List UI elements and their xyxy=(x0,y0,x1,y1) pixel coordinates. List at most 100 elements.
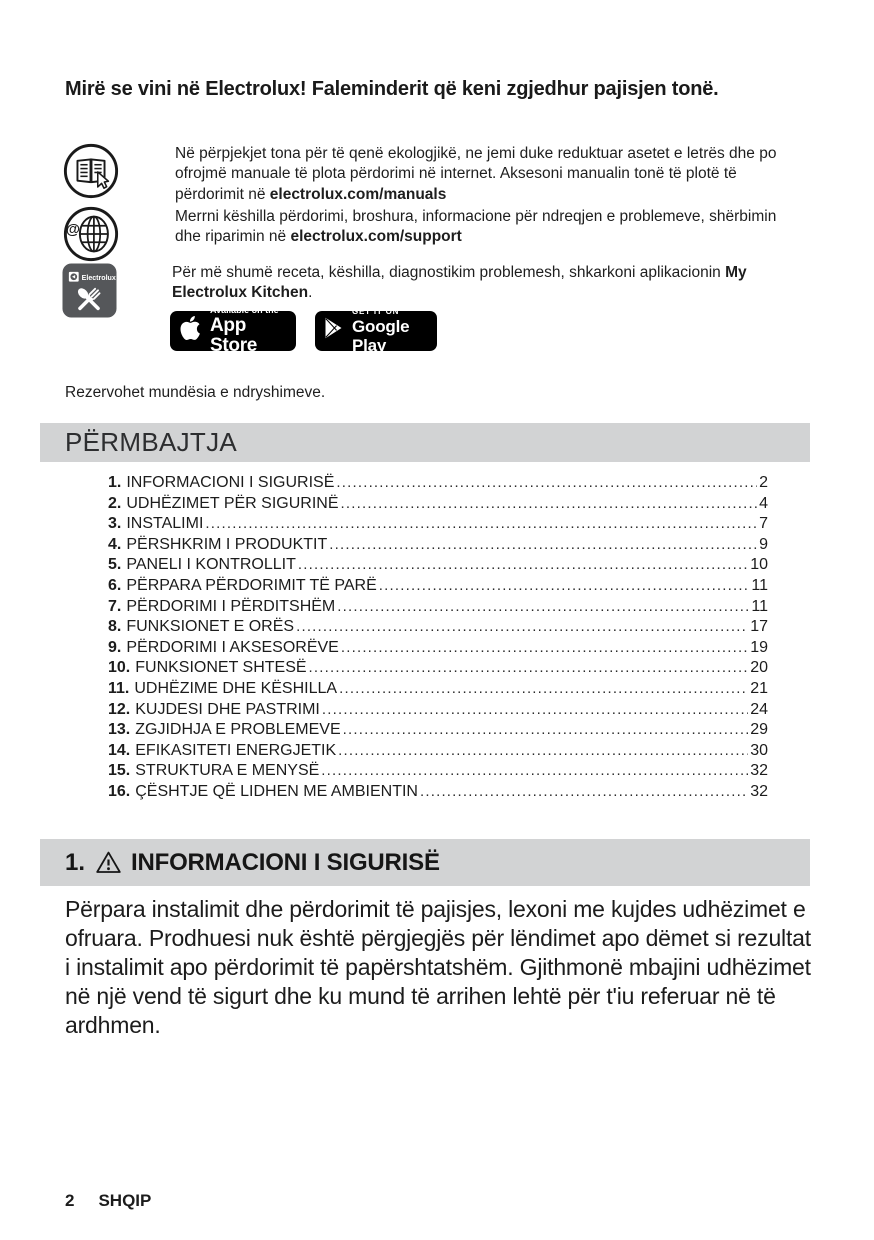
google-play-badge[interactable]: GET IT ON Google Play xyxy=(315,307,437,355)
manuals-text: Në përpjekjet tona për të qenë ekologjik… xyxy=(175,145,777,203)
changes-reserved-note: Rezervohet mundësia e ndryshimeve. xyxy=(65,384,326,401)
support-paragraph: Merrni këshilla përdorimi, broshura, inf… xyxy=(175,205,805,248)
section-1-body: Përpara instalimit dhe përdorimit të paj… xyxy=(65,896,811,1038)
toc-entry-number: 9. xyxy=(108,638,122,656)
toc-entry[interactable]: 13. ZGJIDHJA E PROBLEMEVE 29 xyxy=(108,720,768,741)
toc-entry[interactable]: 6. PËRPARA PËRDORIMIT TË PARË 11 xyxy=(108,576,768,597)
toc-entry-label: PËRSHKRIM I PRODUKTIT xyxy=(126,535,328,553)
toc-entry-page: 17 xyxy=(750,618,768,636)
page-footer: 2 SHQIP xyxy=(65,1191,151,1211)
toc-dot-leader xyxy=(309,658,749,679)
toc-entry-page: 7 xyxy=(759,515,768,533)
section-1-header-bar: 1. INFORMACIONI I SIGURISË xyxy=(40,839,810,886)
toc-entry-number: 13. xyxy=(108,721,131,739)
toc-entry-label: FUNKSIONET SHTESË xyxy=(135,659,307,677)
toc-entry[interactable]: 8. FUNKSIONET E ORËS 17 xyxy=(108,617,768,638)
google-play-badge-title: Google Play xyxy=(352,316,410,355)
toc-dot-leader xyxy=(298,555,748,576)
toc-entry[interactable]: 14. EFIKASITETI ENERGJETIK 30 xyxy=(108,741,768,762)
toc-entry-label: EFIKASITETI ENERGJETIK xyxy=(135,741,337,759)
toc-entry[interactable]: 16. ÇËSHTJE QË LIDHEN ME AMBIENTIN 32 xyxy=(108,782,768,803)
app-store-badge[interactable]: Available on the App Store xyxy=(170,305,296,356)
toc-dot-leader xyxy=(343,720,749,741)
toc-entry-page: 32 xyxy=(750,762,768,780)
toc-entry-page: 9 xyxy=(759,535,768,553)
toc-entry-page: 11 xyxy=(751,597,768,615)
toc-entry-label: PËRDORIMI I AKSESORËVE xyxy=(126,638,339,656)
toc-entry[interactable]: 9. PËRDORIMI I AKSESORËVE 19 xyxy=(108,638,768,659)
toc-entry[interactable]: 3. INSTALIMI 7 xyxy=(108,514,768,535)
app-store-badge-text: Available on the App Store xyxy=(210,305,288,356)
google-play-icon xyxy=(324,317,344,344)
toc-entry[interactable]: 7. PËRDORIMI I PËRDITSHËM 11 xyxy=(108,597,768,618)
toc-entry-number: 10. xyxy=(108,659,131,677)
toc-entry-label: KUJDESI DHE PASTRIMI xyxy=(135,700,320,718)
toc-entry-label: ÇËSHTJE QË LIDHEN ME AMBIENTIN xyxy=(135,782,418,800)
toc-entry-label: UDHËZIMET PËR SIGURINË xyxy=(126,494,339,512)
toc-entry-label: INFORMACIONI I SIGURISË xyxy=(126,474,335,491)
toc-entry-number: 14. xyxy=(108,741,131,759)
toc-entry[interactable]: 2. UDHËZIMET PËR SIGURINË 4 xyxy=(108,494,768,515)
section-number: 1. xyxy=(65,848,86,876)
toc-entry[interactable]: 12. KUJDESI DHE PASTRIMI 24 xyxy=(108,700,768,721)
footer-language: SHQIP xyxy=(98,1191,152,1210)
toc-entry[interactable]: 5. PANELI I KONTROLLIT 10 xyxy=(108,555,768,576)
toc-entry[interactable]: 4. PËRSHKRIM I PRODUKTIT 9 xyxy=(108,535,768,556)
toc-entry-number: 2. xyxy=(108,494,122,512)
toc-dot-leader xyxy=(379,576,750,597)
toc-entry-page: 20 xyxy=(750,659,768,677)
toc-entry-label: FUNKSIONET E ORËS xyxy=(126,618,295,636)
support-link[interactable]: electrolux.com/support xyxy=(290,228,462,246)
toc-dot-leader xyxy=(420,782,748,803)
toc-dot-leader xyxy=(336,473,757,494)
app-paragraph: Për më shumë receta, këshilla, diagnosti… xyxy=(172,261,802,304)
toc-entry-label: INSTALIMI xyxy=(126,515,204,533)
toc-entry-page: 32 xyxy=(750,782,768,800)
app-text: Për më shumë receta, këshilla, diagnosti… xyxy=(172,264,726,281)
toc-entry[interactable]: 15. STRUKTURA E MENYSË 32 xyxy=(108,761,768,782)
toc-entry-number: 8. xyxy=(108,618,122,636)
toc-dot-leader xyxy=(205,514,757,535)
toc-entry-number: 15. xyxy=(108,762,131,780)
toc-dot-leader xyxy=(338,741,748,762)
toc-entry-page: 11 xyxy=(751,576,768,594)
toc-entry-number: 3. xyxy=(108,515,122,533)
contents-title: PËRMBAJTJA xyxy=(65,427,238,457)
toc-entry-label: UDHËZIME DHE KËSHILLA xyxy=(134,679,338,697)
app-store-badge-title: App Store xyxy=(210,315,258,357)
toc-entry-label: PËRPARA PËRDORIMIT TË PARË xyxy=(126,576,377,594)
toc-entry-label: ZGJIDHJA E PROBLEMEVE xyxy=(135,721,341,739)
toc-entry-page: 24 xyxy=(750,700,768,718)
toc-entry-page: 29 xyxy=(750,721,768,739)
app-text-suffix: . xyxy=(308,284,313,302)
toc-entry[interactable]: 1. INFORMACIONI I SIGURISË 2 xyxy=(108,473,768,494)
toc-entry-page: 30 xyxy=(750,741,768,759)
google-play-badge-text: GET IT ON Google Play xyxy=(352,307,429,355)
online-manual-book-cursor-icon xyxy=(62,142,120,200)
toc-entry-page: 21 xyxy=(750,679,768,697)
toc-entry-label: PANELI I KONTROLLIT xyxy=(126,556,296,574)
footer-page-number: 2 xyxy=(65,1191,75,1210)
apple-icon xyxy=(180,315,202,346)
app-name-bold: My Electrolux Kitchen xyxy=(172,264,747,302)
google-play-badge-subtitle: GET IT ON xyxy=(352,306,400,316)
toc-entry[interactable]: 11. UDHËZIME DHE KËSHILLA 21 xyxy=(108,679,768,700)
toc-entry-number: 4. xyxy=(108,535,122,553)
svg-text:@: @ xyxy=(66,222,80,238)
toc-entry-number: 5. xyxy=(108,556,122,574)
toc-entry[interactable]: 10. FUNKSIONET SHTESË 20 xyxy=(108,658,768,679)
manuals-link[interactable]: electrolux.com/manuals xyxy=(269,185,447,203)
toc-dot-leader xyxy=(296,617,748,638)
toc-entry-number: 6. xyxy=(108,576,122,594)
toc-dot-leader xyxy=(341,494,758,515)
manuals-paragraph: Në përpjekjet tona për të qenë ekologjik… xyxy=(175,142,805,205)
toc-entry-label: PËRDORIMI I PËRDITSHËM xyxy=(126,597,336,615)
toc-dot-leader xyxy=(322,700,748,721)
my-electrolux-kitchen-app-icon: Electrolux xyxy=(62,263,117,318)
toc-dot-leader xyxy=(329,535,757,556)
intro-row-app: Electrolux Për më shumë receta, këshilla… xyxy=(62,261,802,356)
toc-entry-number: 12. xyxy=(108,700,131,718)
toc-entry-page: 2 xyxy=(759,474,768,491)
toc-entry-number: 1. xyxy=(108,474,122,491)
toc-entry-number: 16. xyxy=(108,782,131,800)
